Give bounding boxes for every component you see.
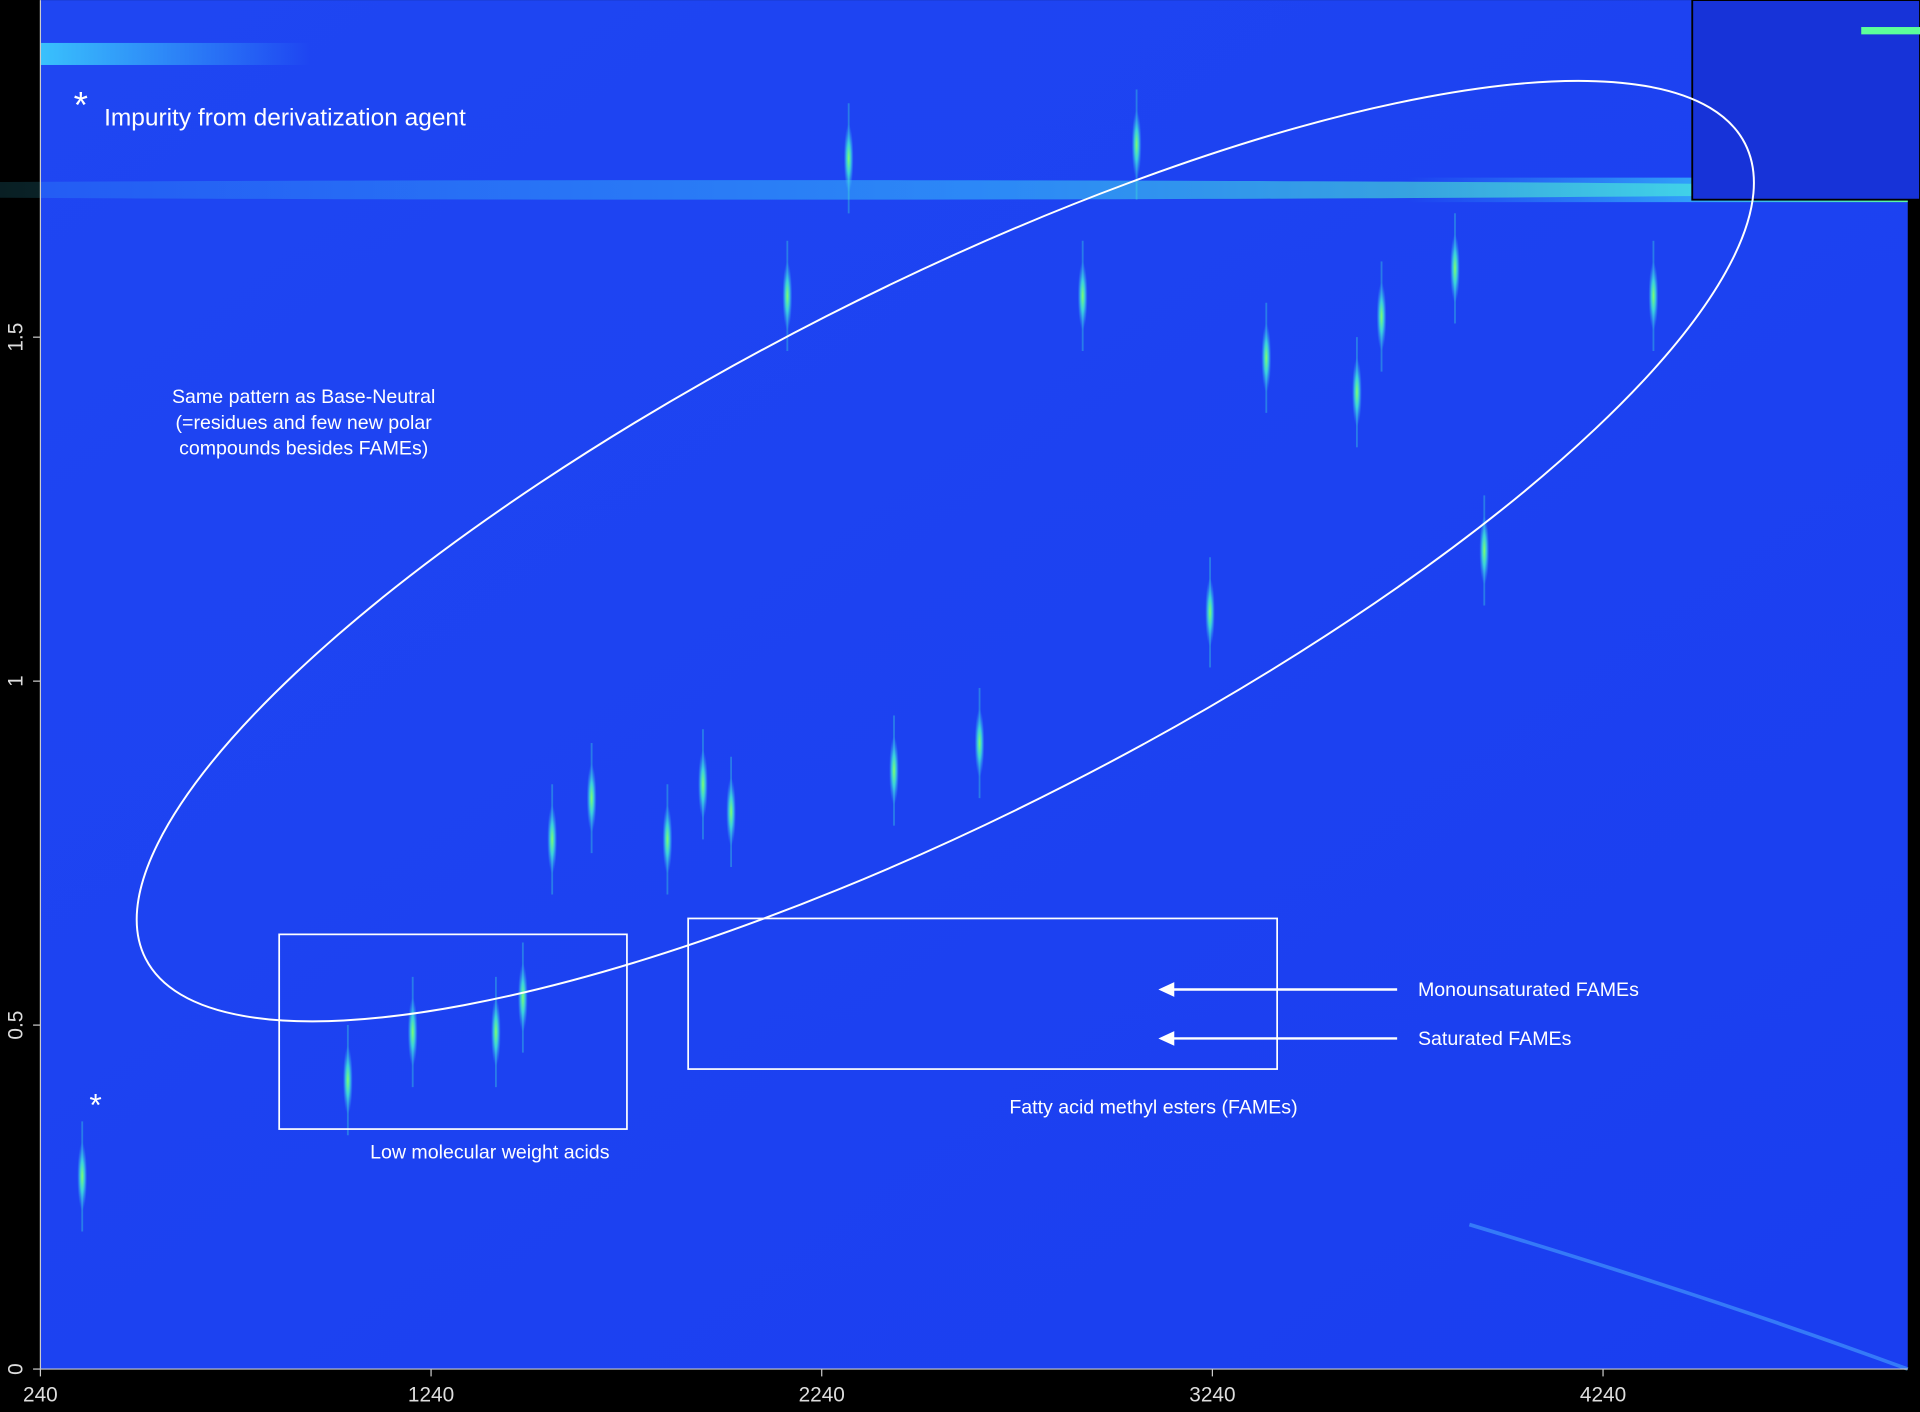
peak — [1077, 261, 1088, 331]
peak — [342, 1045, 353, 1115]
peak — [698, 750, 708, 819]
region-ellipse — [135, 79, 1755, 1023]
ellipse-note: (=residues and few new polar — [176, 412, 433, 434]
fames-box — [687, 917, 1278, 1070]
peak-marker: * — [89, 1086, 101, 1122]
y-tick-label: 0 — [5, 1363, 28, 1375]
x-tick-label: 4240 — [1580, 1384, 1626, 1407]
solvent-band — [40, 42, 310, 65]
arrow-label: Monounsaturated FAMEs — [1418, 979, 1639, 1001]
box-label: Low molecular weight acids — [370, 1142, 610, 1164]
peak — [407, 997, 418, 1067]
impurity-marker: * — [74, 85, 88, 126]
acids-box — [278, 933, 628, 1130]
x-tick-label: 240 — [23, 1384, 58, 1407]
arrow-head — [1158, 1031, 1175, 1046]
peak — [726, 777, 736, 847]
peak — [1648, 261, 1659, 331]
wraparound-trace — [1468, 1222, 1909, 1371]
peak — [1205, 578, 1215, 647]
peak — [547, 805, 558, 874]
arrow-head — [1158, 982, 1175, 997]
peak — [974, 708, 985, 778]
y-tick-label: 1.5 — [5, 323, 28, 352]
plot-area — [40, 0, 1908, 1370]
x-tick-label: 1240 — [408, 1384, 454, 1407]
peak — [1376, 282, 1387, 351]
peak — [491, 997, 501, 1067]
box-label: Fatty acid methyl esters (FAMEs) — [1009, 1096, 1297, 1118]
peak — [517, 963, 528, 1032]
peak — [1131, 110, 1142, 179]
ellipse-note: Same pattern as Base-Neutral — [172, 386, 435, 408]
impurity-note: Impurity from derivatization agent — [104, 104, 466, 131]
x-tick-label: 2240 — [799, 1384, 845, 1407]
peak — [889, 736, 899, 805]
peak — [782, 261, 793, 331]
peak — [843, 124, 854, 193]
y-tick-label: 1 — [5, 675, 28, 687]
y-tick-label: 0.5 — [5, 1011, 28, 1040]
peak — [1352, 357, 1362, 427]
arrow-label: Saturated FAMEs — [1418, 1028, 1572, 1050]
peak — [586, 763, 597, 833]
peak — [1479, 516, 1490, 585]
inset-band — [1861, 27, 1920, 35]
peak — [662, 805, 673, 874]
ellipse-note: compounds besides FAMEs) — [179, 438, 428, 460]
peak — [1450, 234, 1460, 303]
peak — [77, 1142, 88, 1211]
x-tick-label: 3240 — [1189, 1384, 1235, 1407]
peak — [1261, 323, 1272, 393]
